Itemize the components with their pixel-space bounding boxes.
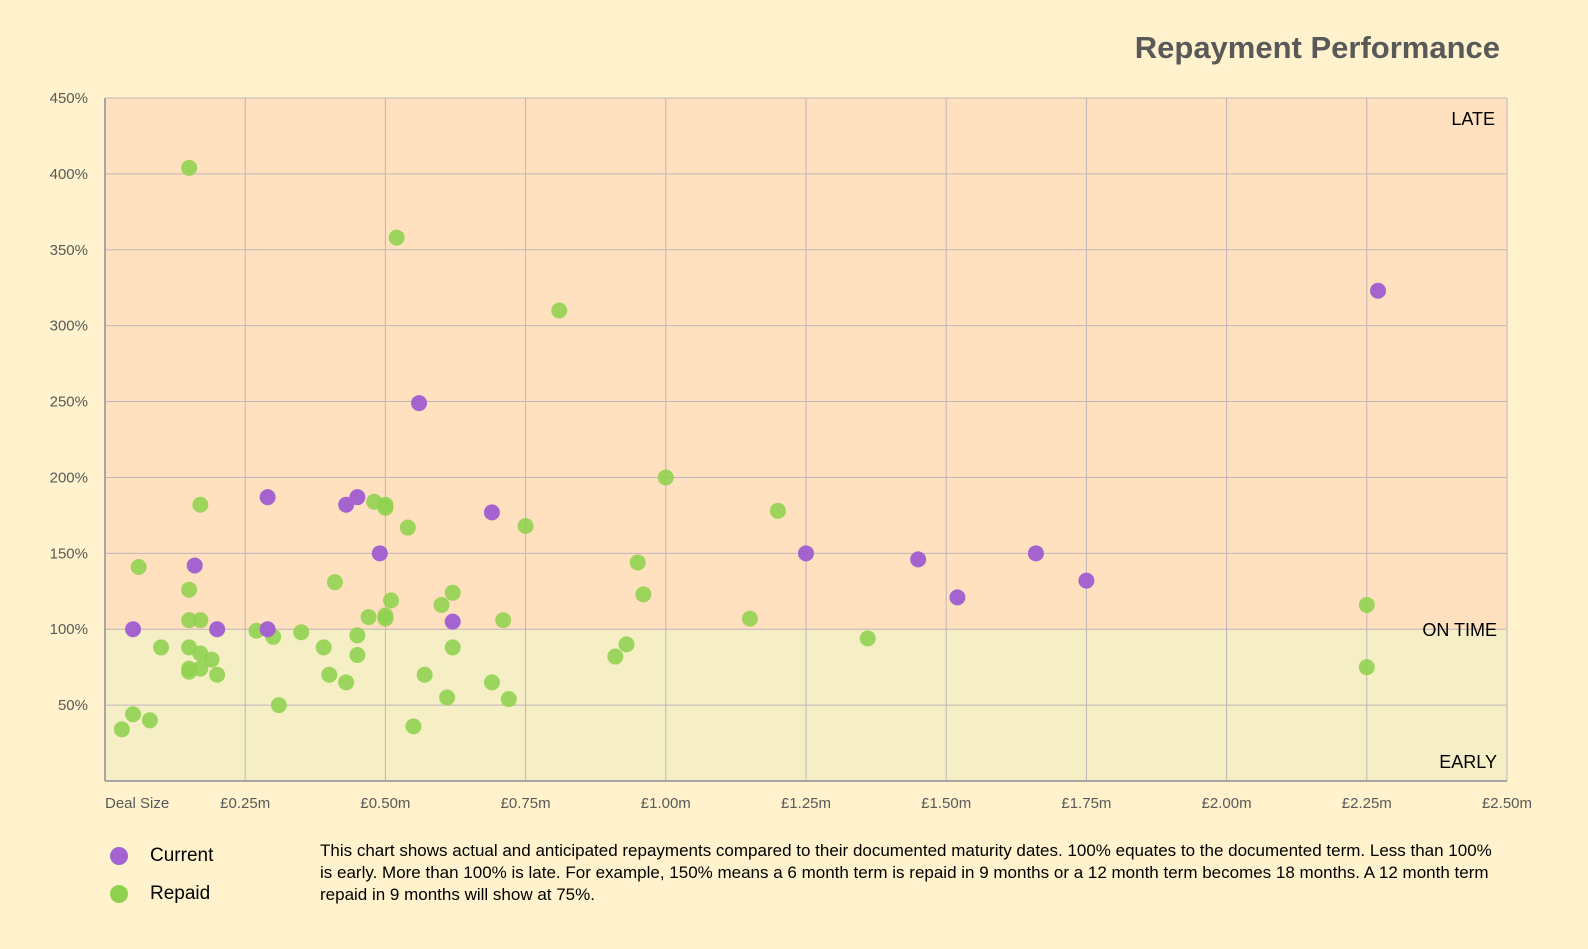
repaid-point	[181, 612, 198, 629]
repaid-point	[657, 469, 674, 486]
current-point	[1370, 282, 1387, 299]
repaid-point	[629, 554, 646, 571]
repaid-point	[130, 558, 147, 575]
repaid-point	[360, 609, 377, 626]
repaid-point	[1358, 596, 1375, 613]
repaid-point	[321, 666, 338, 683]
scatter-chart: 50% 100% 150% 200% 250% 300% 350% 400% 450% £0.25…	[50, 90, 1532, 812]
repaid-point	[181, 159, 198, 176]
y-tick-label: 200%	[50, 469, 88, 486]
repaid-point	[349, 647, 366, 664]
x-tick-label: £2.00m	[1202, 795, 1252, 812]
y-tick-label: 150%	[50, 545, 88, 562]
current-point	[1027, 545, 1044, 562]
repaid-point	[315, 639, 332, 656]
legend-label-current: Current	[150, 845, 214, 866]
current-point	[949, 589, 966, 606]
repaid-point	[349, 627, 366, 644]
y-tick-label: 400%	[50, 166, 88, 183]
current-point	[1078, 572, 1095, 589]
current-point	[798, 545, 814, 562]
repaid-point	[192, 612, 209, 629]
repaid-point	[203, 651, 220, 668]
repaid-point	[859, 630, 876, 647]
repaid-point	[439, 689, 456, 706]
repaid-point	[607, 648, 624, 665]
repaid-point	[377, 610, 394, 627]
repaid-point	[618, 636, 635, 653]
x-tick-label: £2.25m	[1342, 795, 1392, 812]
repaid-point	[153, 639, 170, 656]
repaid-point	[769, 502, 786, 519]
current-point	[209, 621, 226, 638]
y-tick-label: 300%	[50, 318, 88, 335]
repaid-point	[181, 663, 198, 680]
repaid-point	[551, 302, 568, 319]
repaid-marker-icon	[110, 885, 128, 903]
y-tick-label: 100%	[50, 621, 88, 638]
repaid-point	[495, 612, 512, 629]
current-point	[444, 613, 461, 630]
repaid-point	[209, 666, 226, 683]
repaid-point	[141, 712, 158, 729]
repaid-point	[433, 596, 450, 613]
legend-item-repaid: Repaid	[110, 883, 210, 905]
x-tick-label: £0.25m	[220, 795, 270, 812]
zone-label-late: LATE	[1451, 109, 1495, 129]
x-axis-label: Deal Size	[105, 795, 169, 812]
current-point	[411, 395, 428, 412]
chart-note: This chart shows actual and anticipated …	[320, 841, 1492, 904]
current-point	[483, 504, 500, 521]
current-point	[910, 551, 927, 568]
repaid-point	[416, 666, 433, 683]
repaid-point	[338, 674, 355, 691]
repaid-point	[181, 581, 198, 598]
repaid-point	[483, 674, 500, 691]
x-tick-label: £0.75m	[501, 795, 551, 812]
repaid-point	[500, 691, 517, 708]
x-tick-label: £0.50m	[360, 795, 410, 812]
repaid-point	[1358, 659, 1375, 676]
repaid-point	[444, 584, 461, 601]
repaid-point	[270, 697, 287, 714]
repaid-point	[388, 229, 405, 246]
repaid-point	[635, 586, 652, 603]
current-marker-icon	[110, 847, 128, 865]
repaid-point	[383, 592, 400, 609]
y-tick-label: 350%	[50, 242, 88, 259]
x-tick-label: £1.00m	[641, 795, 691, 812]
zone-label-on-time: ON TIME	[1422, 620, 1497, 640]
current-point	[125, 621, 142, 638]
current-point	[338, 496, 355, 513]
zone-label-early: EARLY	[1439, 752, 1497, 772]
current-point	[349, 489, 366, 506]
repaid-point	[399, 519, 416, 536]
current-point	[186, 557, 203, 574]
repaid-point	[293, 624, 310, 641]
legend-item-current: Current	[110, 845, 213, 867]
repaid-point	[113, 721, 130, 738]
repaid-point	[517, 518, 534, 535]
current-point	[259, 489, 276, 506]
x-tick-label: £1.75m	[1061, 795, 1111, 812]
current-point	[259, 621, 276, 638]
x-tick-label: £1.25m	[781, 795, 831, 812]
chart-title: Repayment Performance	[1134, 30, 1500, 65]
y-tick-label: 250%	[50, 394, 88, 411]
repaid-point	[377, 499, 394, 516]
current-point	[371, 545, 388, 562]
repaid-point	[326, 574, 343, 591]
x-tick-label: £1.50m	[921, 795, 971, 812]
repaid-point	[125, 706, 142, 723]
repaid-point	[192, 496, 209, 513]
y-tick-label: 450%	[50, 90, 88, 107]
y-tick-label: 50%	[58, 697, 88, 714]
repaid-point	[405, 718, 422, 735]
x-tick-label: £2.50m	[1482, 795, 1532, 812]
repaid-point	[444, 639, 461, 656]
legend-label-repaid: Repaid	[150, 883, 211, 904]
repaid-point	[741, 610, 758, 627]
